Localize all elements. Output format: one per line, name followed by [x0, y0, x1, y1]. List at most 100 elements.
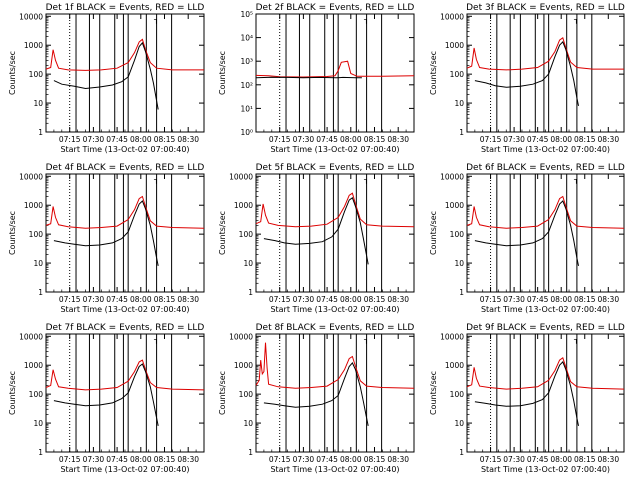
- plot-frame: [45, 13, 205, 133]
- series-events-line: [474, 360, 579, 426]
- series-lld-line: [466, 36, 624, 71]
- y-tick-label: 10³: [240, 57, 253, 66]
- x-tick-label: 08:30: [177, 455, 199, 464]
- x-tick-label: 07:45: [316, 455, 338, 464]
- panel-5: Det 5f BLACK = Events, RED = LLD 1 10 100 10…: [218, 163, 415, 314]
- x-tick-label: 07:30: [293, 135, 315, 144]
- y-tick-label: 100: [239, 390, 254, 399]
- panel-title: Det 2f BLACK = Events, RED = LLD: [256, 3, 415, 13]
- legend-box: ┐: [363, 175, 369, 184]
- x-tick-label: 07:15: [269, 295, 291, 304]
- x-tick-label: 08:00: [340, 135, 362, 144]
- x-tick-label: 08:15: [364, 455, 386, 464]
- x-tick-label: 08:30: [177, 135, 199, 144]
- y-tick-label: 10000: [19, 12, 43, 21]
- x-axis-label: Start Time (13-Oct-02 07:00:40): [60, 145, 189, 154]
- y-tick-label: 10000: [19, 332, 43, 341]
- x-tick-label: 07:15: [269, 455, 291, 464]
- x-tick-label: 08:15: [574, 295, 596, 304]
- y-tick-label: 1000: [24, 361, 43, 370]
- y-tick-label: 1000: [445, 201, 464, 210]
- panel-8: Det 8f BLACK = Events, RED = LLD 1 10 100 10…: [218, 323, 415, 474]
- x-tick-label: 08:30: [177, 295, 199, 304]
- x-tick-label: 07:15: [59, 135, 81, 144]
- series-events-line: [474, 200, 579, 266]
- y-axis-label: Counts/sec: [218, 371, 227, 415]
- panel-7: Det 7f BLACK = Events, RED = LLD 1 10 100 10…: [8, 323, 205, 474]
- y-tick-label: 100: [450, 70, 465, 79]
- y-tick-label: 10: [454, 419, 464, 428]
- x-tick-label: 07:45: [316, 135, 338, 144]
- x-tick-label: 07:15: [480, 455, 502, 464]
- y-tick-label: 10000: [229, 332, 253, 341]
- x-tick-label: 07:45: [527, 455, 549, 464]
- y-tick-label: 100: [29, 390, 44, 399]
- plot-frame: [466, 13, 625, 133]
- panel-title: Det 7f BLACK = Events, RED = LLD: [46, 323, 205, 333]
- legend-box: ┐: [153, 15, 159, 24]
- series-events-line: [474, 40, 579, 106]
- y-axis-label: Counts/sec: [8, 371, 17, 415]
- legend-box: ┐: [573, 15, 579, 24]
- series-lld-line: [255, 342, 415, 389]
- x-axis-label: Start Time (13-Oct-02 07:00:40): [270, 145, 399, 154]
- panel-title: Det 3f BLACK = Events, RED = LLD: [466, 3, 625, 13]
- y-tick-label: 100: [29, 70, 44, 79]
- panel-1: Det 1f BLACK = Events, RED = LLD 1 10 100 10…: [8, 3, 205, 154]
- y-axis-label: Counts/sec: [429, 211, 438, 255]
- y-tick-label: 1: [38, 288, 43, 297]
- x-axis-label: Start Time (13-Oct-02 07:00:40): [60, 305, 189, 314]
- y-tick-label: 100: [450, 230, 465, 239]
- y-tick-label: 100: [450, 390, 465, 399]
- x-tick-label: 08:00: [130, 135, 152, 144]
- x-tick-label: 08:15: [154, 455, 176, 464]
- panel-9: Det 9f BLACK = Events, RED = LLD 1 10 100 10…: [429, 323, 625, 474]
- y-tick-label: 10: [243, 259, 253, 268]
- x-tick-label: 08:00: [130, 295, 152, 304]
- x-tick-label: 07:45: [527, 135, 549, 144]
- legend-box: ┐: [153, 175, 159, 184]
- x-tick-label: 08:30: [597, 455, 619, 464]
- x-tick-label: 08:15: [574, 455, 596, 464]
- x-tick-label: 08:00: [130, 455, 152, 464]
- series-events-line: [53, 363, 159, 426]
- x-tick-label: 07:45: [527, 295, 549, 304]
- series-lld-line: [466, 195, 625, 229]
- y-tick-label: 1: [459, 288, 464, 297]
- plot-frame: [466, 333, 625, 453]
- y-tick-label: 10¹: [240, 104, 253, 113]
- series-events-line: [263, 361, 369, 426]
- y-tick-label: 10: [454, 99, 464, 108]
- x-tick-label: 07:30: [503, 295, 525, 304]
- x-tick-label: 08:15: [364, 295, 386, 304]
- x-tick-label: 07:30: [83, 135, 105, 144]
- x-tick-label: 08:00: [550, 295, 572, 304]
- series-lld-line: [45, 38, 204, 71]
- x-tick-label: 08:30: [597, 295, 619, 304]
- panel-3: Det 3f BLACK = Events, RED = LLD 1 10 100 10…: [429, 3, 625, 154]
- x-tick-label: 08:30: [387, 135, 409, 144]
- x-axis-label: Start Time (13-Oct-02 07:00:40): [270, 465, 399, 474]
- x-tick-label: 07:30: [293, 295, 315, 304]
- series-lld-line: [255, 60, 415, 78]
- x-tick-label: 08:00: [340, 455, 362, 464]
- y-tick-label: 1: [248, 288, 253, 297]
- plot-frame: [466, 173, 625, 293]
- y-tick-label: 10000: [440, 332, 464, 341]
- x-tick-label: 07:30: [503, 455, 525, 464]
- x-tick-label: 08:00: [550, 455, 572, 464]
- x-axis-label: Start Time (13-Oct-02 07:00:40): [481, 145, 610, 154]
- x-tick-label: 08:15: [154, 295, 176, 304]
- y-axis-label: Counts/sec: [429, 371, 438, 415]
- panel-4: Det 4f BLACK = Events, RED = LLD 1 10 100 10…: [8, 163, 205, 314]
- x-axis-label: Start Time (13-Oct-02 07:00:40): [60, 465, 189, 474]
- x-tick-label: 08:15: [364, 135, 386, 144]
- y-tick-label: 10: [243, 419, 253, 428]
- y-tick-label: 10⁰: [240, 128, 253, 137]
- plot-frame: [45, 173, 205, 293]
- y-tick-label: 10: [33, 99, 43, 108]
- x-tick-label: 08:30: [597, 135, 619, 144]
- y-tick-label: 1000: [24, 201, 43, 210]
- x-tick-label: 08:15: [154, 135, 176, 144]
- series-lld-line: [45, 359, 205, 391]
